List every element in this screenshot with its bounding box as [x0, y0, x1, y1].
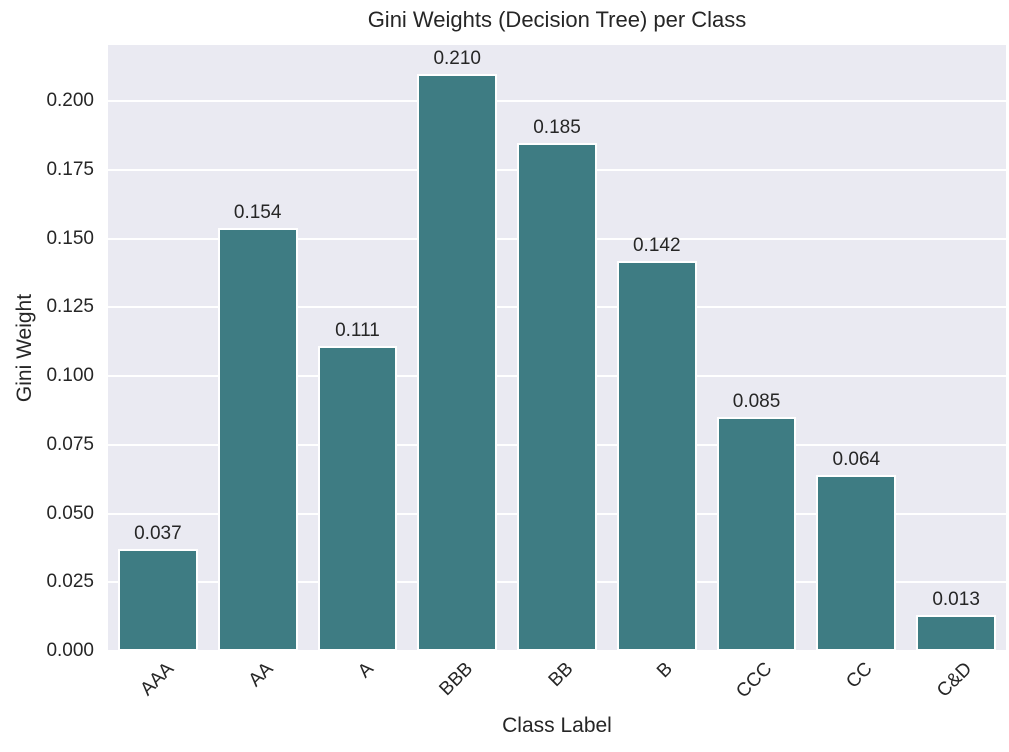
bar-CC	[816, 475, 897, 651]
bar-AA	[217, 227, 298, 651]
bar-AAA	[117, 549, 198, 651]
bar-value-label: 0.142	[632, 234, 681, 256]
bar-BB	[517, 142, 597, 651]
plot-area: 0.037 0.154 0.111 0.210 0.185 0.142 0.085 0.064…	[108, 45, 1006, 652]
xtick-label-A: A	[353, 658, 378, 683]
bar-value-label: 0.064	[832, 449, 881, 471]
bar-value-label: 0.154	[233, 201, 282, 223]
bar-CCC	[716, 417, 797, 651]
bar-value-label: 0.037	[134, 523, 182, 545]
bar-value-label: 0.111	[335, 319, 380, 341]
x-axis-label: Class Label	[502, 714, 612, 737]
xtick-label-AA: AA	[245, 658, 278, 692]
chart-title: Gini Weights (Decision Tree) per Class	[367, 7, 747, 32]
ytick-label: 0.150	[46, 227, 94, 249]
bar-B	[616, 260, 697, 651]
bar-A	[317, 345, 398, 651]
xtick-label-AAA: AAA	[136, 658, 179, 701]
bar-BBB	[417, 73, 498, 651]
ytick-label: 0.000	[46, 640, 94, 661]
xtick-label-B: B	[653, 658, 677, 683]
ytick-label: 0.075	[46, 433, 94, 455]
ytick-label: 0.100	[46, 365, 94, 387]
xtick-label-BBB: BBB	[435, 658, 478, 701]
bar-C&D	[916, 615, 996, 651]
xtick-label-CC: CC	[842, 658, 877, 693]
ytick-label: 0.050	[46, 502, 94, 524]
bar-value-label: 0.185	[533, 116, 581, 138]
xtick-label-C&D: C&D	[933, 658, 977, 702]
xtick-label-CCC: CCC	[732, 658, 777, 703]
xtick-label-BB: BB	[544, 658, 578, 692]
ytick-label: 0.125	[46, 296, 94, 318]
bar-value-label: 0.210	[433, 47, 481, 69]
gridline-y-0.200	[108, 100, 1006, 103]
bar-value-label: 0.085	[732, 391, 781, 413]
gridline-y-0.000	[108, 650, 1006, 652]
ytick-label: 0.025	[46, 571, 94, 593]
ytick-label: 0.175	[46, 159, 94, 181]
ytick-label: 0.200	[46, 90, 94, 112]
bar-value-label: 0.013	[932, 589, 980, 611]
